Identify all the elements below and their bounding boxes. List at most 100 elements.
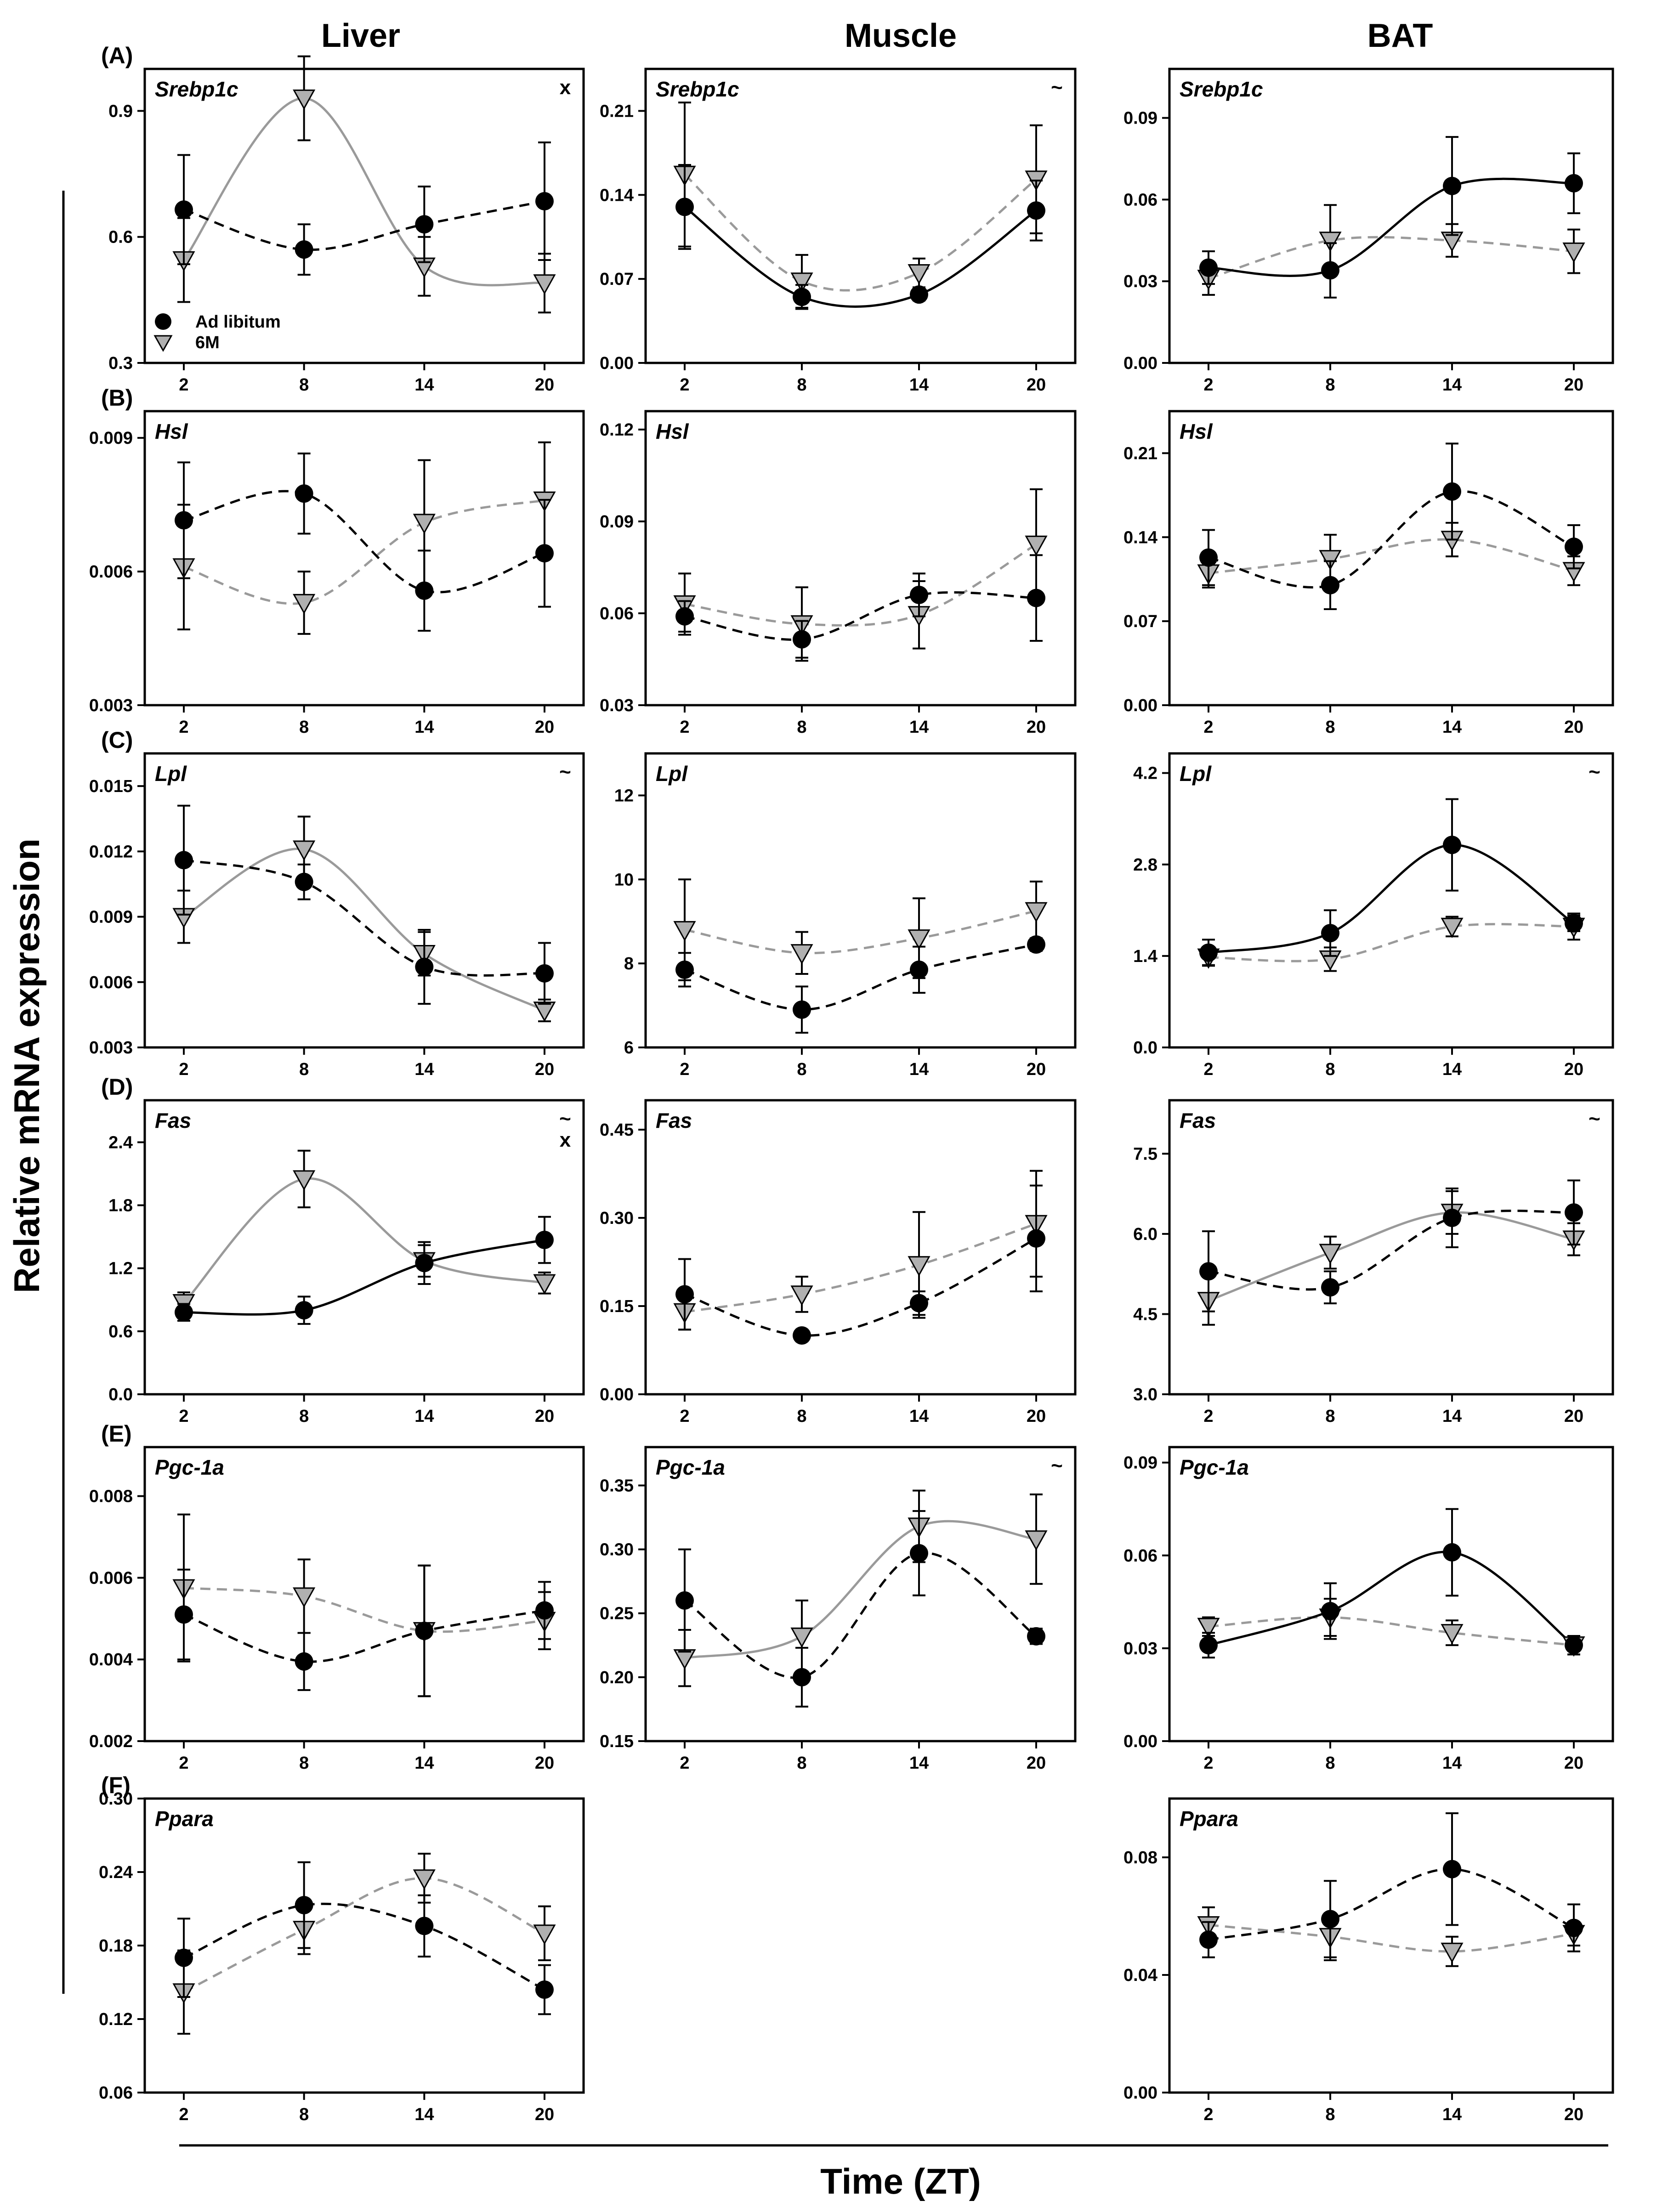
point-ad-libitum <box>1199 1930 1218 1949</box>
y-tick-label: 0.21 <box>1123 444 1157 463</box>
panel-lpl-bat: Lpl ~0.0 1.4 2.8 4.2 2 8 14 20 <box>1133 752 1614 1079</box>
point-6m <box>1319 550 1342 571</box>
y-tick-label: 0.6 <box>108 228 133 247</box>
point-ad-libitum <box>1199 943 1218 962</box>
x-tick-label: 8 <box>299 718 309 737</box>
point-ad-libitum <box>675 1591 694 1610</box>
point-6m <box>908 264 930 285</box>
significance-mark: x <box>560 1129 571 1151</box>
point-ad-libitum <box>415 215 434 234</box>
y-tick-label: 4.2 <box>1133 764 1157 783</box>
y-tick-label: 0.00 <box>1123 696 1157 715</box>
x-tick-label: 8 <box>797 1407 806 1426</box>
point-ad-libitum <box>1565 1203 1583 1222</box>
y-tick-label: 1.4 <box>1133 947 1157 966</box>
x-tick-label: 20 <box>1027 375 1046 395</box>
point-ad-libitum <box>415 581 434 600</box>
x-tick-label: 2 <box>1203 1060 1213 1079</box>
x-tick-label: 8 <box>299 375 309 395</box>
point-6m <box>1319 232 1342 252</box>
x-tick-label: 20 <box>1564 1060 1583 1079</box>
y-tick-label: 0.09 <box>1123 1454 1157 1473</box>
gene-title: Srebp1c <box>656 77 739 101</box>
fit-curve-6m <box>684 543 1037 627</box>
y-tick-label: 6 <box>624 1038 634 1058</box>
gene-title: Hsl <box>1180 419 1213 443</box>
fit-curve-ad-libitum <box>1208 1550 1575 1646</box>
x-tick-label: 14 <box>414 1060 434 1079</box>
panel-label: (D) <box>101 1074 133 1100</box>
y-tick-label: 0.03 <box>1123 272 1157 291</box>
x-tick-label: 14 <box>1442 2105 1462 2124</box>
y-tick-label: 0.004 <box>89 1650 133 1669</box>
point-ad-libitum <box>535 1980 554 1999</box>
x-tick-label: 14 <box>909 1060 929 1079</box>
x-tick-label: 14 <box>414 718 434 737</box>
x-tick-label: 8 <box>797 1060 806 1079</box>
point-ad-libitum <box>415 1254 434 1273</box>
significance-mark: ~ <box>1051 1454 1063 1477</box>
x-tick-label: 20 <box>535 718 554 737</box>
point-6m <box>293 1587 316 1608</box>
point-6m <box>1319 1244 1342 1264</box>
significance-mark: ~ <box>1051 76 1063 99</box>
gene-title: Lpl <box>1180 762 1212 786</box>
y-tick-label: 10 <box>614 870 634 889</box>
x-tick-label: 2 <box>179 1060 188 1079</box>
point-ad-libitum <box>295 1896 313 1914</box>
point-ad-libitum <box>1027 588 1045 607</box>
point-ad-libitum <box>535 964 554 983</box>
point-ad-libitum <box>295 484 313 503</box>
point-6m <box>790 1627 813 1648</box>
point-6m <box>908 1256 930 1277</box>
x-axis-title: Time (ZT) <box>820 2161 981 2201</box>
panel-lpl-liver: (C) Lpl ~0.003 0.006 0.009 0.012 0.015 2 8 14 20 <box>89 727 585 1079</box>
y-tick-label: 0.07 <box>600 270 634 289</box>
plot-frame <box>143 68 585 364</box>
x-tick-label: 2 <box>1203 718 1213 737</box>
panel-label: (A) <box>101 43 133 68</box>
x-tick-label: 2 <box>179 2105 188 2124</box>
fit-curve-ad-libitum <box>1208 1210 1574 1291</box>
plot-frame <box>143 1797 585 2094</box>
y-tick-label: 0.006 <box>89 1568 133 1588</box>
y-tick-label: 0.00 <box>1123 354 1157 373</box>
significance-mark: ~ <box>1589 761 1600 783</box>
fit-curve-ad-libitum <box>684 1551 1037 1679</box>
plot-frame <box>143 1099 585 1396</box>
point-ad-libitum <box>175 851 193 870</box>
y-tick-label: 0.15 <box>600 1297 634 1316</box>
point-ad-libitum <box>1565 1918 1583 1937</box>
significance-mark: x <box>560 76 571 99</box>
gene-title: Srebp1c <box>155 77 238 101</box>
panel-label: (B) <box>101 385 133 411</box>
plot-frame <box>644 410 1077 707</box>
x-tick-label: 20 <box>535 1060 554 1079</box>
fit-curve-6m <box>684 1520 1037 1659</box>
point-6m <box>1441 1942 1464 1963</box>
y-tick-label: 0.25 <box>600 1604 634 1624</box>
plot-frame <box>1168 752 1614 1049</box>
x-tick-label: 20 <box>535 375 554 395</box>
plot-frame <box>1168 68 1614 364</box>
x-tick-label: 2 <box>1203 2105 1213 2124</box>
panel-label: (C) <box>101 727 133 753</box>
fit-curve-ad-libitum <box>1208 490 1575 588</box>
point-6m <box>908 929 930 950</box>
y-tick-label: 0.6 <box>108 1322 133 1341</box>
point-ad-libitum <box>1565 537 1583 556</box>
gene-title: Pgc-1a <box>656 1455 725 1479</box>
point-6m <box>790 944 813 965</box>
point-ad-libitum <box>535 1231 554 1249</box>
y-tick-label: 0.006 <box>89 973 133 992</box>
y-tick-label: 0.30 <box>600 1540 634 1560</box>
point-ad-libitum <box>793 630 811 649</box>
y-tick-label: 0.06 <box>1123 1546 1157 1566</box>
fit-curve-ad-libitum <box>684 591 1037 641</box>
x-tick-label: 8 <box>299 1060 309 1079</box>
point-ad-libitum <box>1321 924 1339 943</box>
point-ad-libitum <box>1443 1209 1461 1227</box>
point-ad-libitum <box>1565 174 1583 192</box>
y-tick-label: 0.15 <box>600 1732 634 1751</box>
y-tick-label: 0.012 <box>89 842 133 861</box>
